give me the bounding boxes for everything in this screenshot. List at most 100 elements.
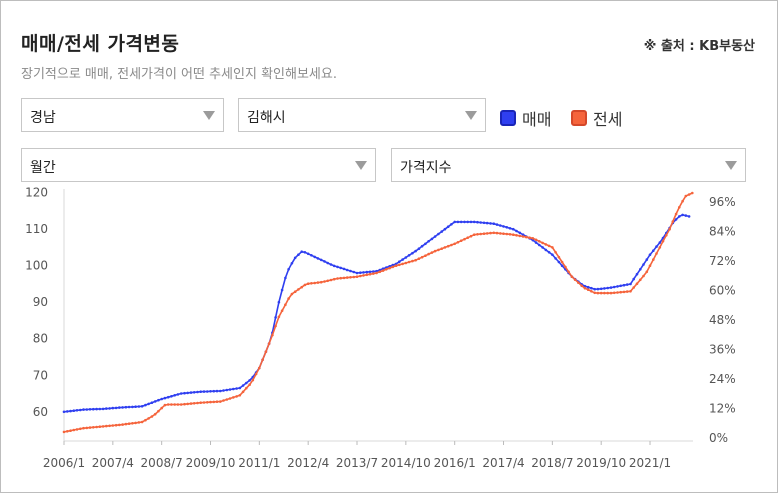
data-point — [248, 383, 251, 386]
data-point — [134, 405, 137, 408]
legend-sale[interactable]: 매매 — [500, 106, 551, 130]
data-point — [345, 276, 349, 279]
data-point — [284, 276, 287, 280]
data-point — [476, 233, 479, 236]
data-point — [157, 409, 160, 413]
data-point — [332, 264, 336, 268]
data-point — [137, 405, 141, 408]
data-point — [424, 254, 427, 257]
data-point — [124, 405, 128, 409]
data-point — [388, 265, 391, 268]
data-point — [297, 288, 300, 291]
data-point — [166, 395, 170, 399]
data-point — [391, 265, 395, 269]
data-point — [238, 386, 242, 390]
data-point — [606, 291, 609, 295]
x-tick-label: 2012/4 — [287, 456, 329, 470]
data-point — [515, 229, 518, 233]
data-point — [518, 234, 522, 238]
x-tick-label: 2017/4 — [482, 456, 524, 470]
data-point — [248, 379, 251, 382]
y-tick-label: 120 — [25, 186, 48, 200]
data-point — [625, 290, 629, 293]
data-point — [66, 430, 69, 433]
data-point — [163, 403, 167, 407]
data-point — [398, 260, 401, 263]
data-point — [355, 275, 359, 278]
y2-tick-label: 96% — [709, 195, 736, 209]
data-point — [147, 402, 150, 406]
data-point — [310, 254, 313, 257]
data-point — [632, 286, 635, 289]
data-point — [131, 405, 134, 409]
data-point — [655, 245, 658, 248]
data-point — [391, 263, 395, 267]
data-point — [95, 425, 98, 429]
data-point — [352, 270, 356, 274]
data-point — [232, 396, 235, 399]
data-point — [521, 233, 525, 236]
data-point — [114, 423, 118, 427]
data-point — [609, 286, 613, 289]
data-point — [590, 286, 593, 290]
legend-jeonse[interactable]: 전세 — [571, 106, 622, 130]
data-point — [492, 222, 496, 225]
data-point — [564, 265, 567, 269]
metric-select[interactable]: 가격지수 — [391, 148, 746, 182]
data-point — [280, 288, 284, 292]
data-point — [183, 391, 186, 395]
data-point — [544, 248, 548, 252]
data-point — [472, 220, 476, 224]
subtitle: 장기적으로 매매, 전세가격이 어떤 추세인지 확인해보세요. — [21, 67, 337, 82]
data-point — [121, 423, 124, 426]
data-point — [502, 232, 505, 235]
data-point — [450, 243, 453, 247]
data-point — [466, 236, 470, 239]
region-select[interactable]: 경남 — [21, 98, 224, 132]
chevron-down-icon — [355, 161, 367, 170]
data-point — [329, 263, 333, 266]
data-point — [95, 407, 98, 411]
data-point — [69, 409, 72, 413]
data-point — [179, 392, 183, 395]
data-point — [547, 244, 551, 248]
period-select-value: 월간 — [30, 160, 56, 176]
data-point — [274, 316, 277, 319]
data-point — [254, 372, 258, 376]
data-point — [319, 258, 323, 262]
data-point — [642, 263, 645, 266]
data-point — [72, 428, 76, 432]
data-point — [186, 391, 189, 395]
city-select[interactable]: 김해시 — [238, 98, 486, 132]
data-point — [316, 281, 320, 284]
data-point — [137, 421, 141, 424]
data-point — [219, 400, 222, 403]
period-select[interactable]: 월간 — [21, 148, 376, 182]
data-point — [515, 234, 518, 237]
y2-tick-label: 12% — [709, 402, 736, 416]
data-point — [430, 251, 434, 254]
data-point — [339, 266, 343, 270]
data-point — [687, 215, 691, 218]
data-point — [612, 285, 616, 289]
data-point — [424, 242, 427, 246]
series-line-0 — [63, 214, 690, 413]
data-point — [417, 257, 421, 260]
data-point — [551, 253, 554, 256]
data-point — [303, 283, 307, 287]
data-point — [98, 425, 102, 428]
data-point — [69, 429, 72, 432]
data-point — [433, 249, 437, 253]
data-point — [271, 333, 274, 337]
data-point — [684, 194, 688, 198]
data-point — [567, 270, 570, 274]
data-point — [583, 286, 587, 290]
data-point — [580, 284, 583, 288]
data-point — [378, 268, 382, 272]
data-point — [199, 401, 202, 404]
data-point — [639, 278, 642, 282]
data-point — [407, 260, 411, 264]
data-point — [245, 386, 248, 390]
x-tick-label: 2008/7 — [141, 456, 183, 470]
data-point — [219, 389, 222, 393]
